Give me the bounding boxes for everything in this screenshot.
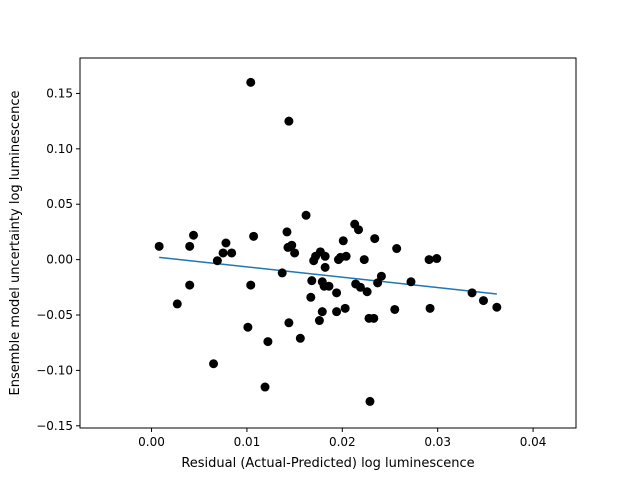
y-tick-label: −0.05 [36,308,73,322]
data-point [425,303,435,313]
data-point [332,288,342,298]
y-axis-label: Ensemble model uncertainty log luminesce… [8,91,23,396]
data-point [332,307,342,317]
x-tick-label: 0.03 [424,435,451,449]
data-point [284,116,294,126]
data-point [390,304,400,314]
x-tick-label: 0.00 [138,435,165,449]
data-point [260,382,270,392]
data-point [369,313,379,323]
data-point [317,307,327,317]
y-tick-label: 0.15 [46,86,73,100]
data-point [314,316,324,326]
y-tick-label: 0.00 [46,253,73,267]
data-point [301,210,311,220]
data-point [376,271,386,281]
data-point [246,77,256,87]
data-point [492,302,502,312]
data-point [324,281,334,291]
data-point [277,268,287,278]
x-tick-label: 0.02 [329,435,356,449]
data-point [338,236,348,246]
data-point [185,241,195,251]
data-point [154,241,164,251]
data-point [282,227,292,237]
data-point [246,280,256,290]
points-layer [154,77,502,406]
data-point [340,303,350,313]
data-point [306,292,316,302]
data-point [359,255,369,265]
data-point [320,262,330,272]
data-point [172,299,182,309]
data-point [185,280,195,290]
data-point [243,322,253,332]
data-point [284,318,294,328]
data-point [365,396,375,406]
data-point [249,231,259,241]
y-tick-label: −0.15 [36,419,73,433]
data-point [467,288,477,298]
data-point [355,282,365,292]
data-point [307,276,317,286]
plot-area [80,58,576,428]
data-point [392,244,402,254]
data-point [478,296,488,306]
y-tick-label: 0.05 [46,197,73,211]
data-point [209,359,219,369]
data-point [320,251,330,261]
data-point [406,277,416,287]
data-point [189,230,199,240]
data-point [221,238,231,248]
data-point [341,251,351,261]
data-point [373,278,383,288]
data-point [424,255,434,265]
data-point [432,254,442,264]
plot-frame [79,57,577,429]
data-point [290,248,300,258]
y-tick-label: −0.10 [36,363,73,377]
y-tick-label: 0.10 [46,142,73,156]
x-axis-label: Residual (Actual-Predicted) log luminesc… [181,456,474,471]
x-axis-ticks: 0.00 0.01 0.02 0.03 0.04 [138,428,546,449]
data-point [287,240,297,250]
data-point [227,248,237,258]
data-point [362,287,372,297]
data-point [263,337,273,347]
x-tick-label: 0.01 [234,435,261,449]
data-point [295,333,305,343]
data-point [218,248,228,258]
y-axis-ticks: −0.15 −0.10 −0.05 0.00 0.05 0.10 0.15 [36,86,80,433]
data-point [354,225,364,235]
data-point [212,256,222,266]
x-tick-label: 0.04 [520,435,547,449]
data-point [370,234,380,244]
